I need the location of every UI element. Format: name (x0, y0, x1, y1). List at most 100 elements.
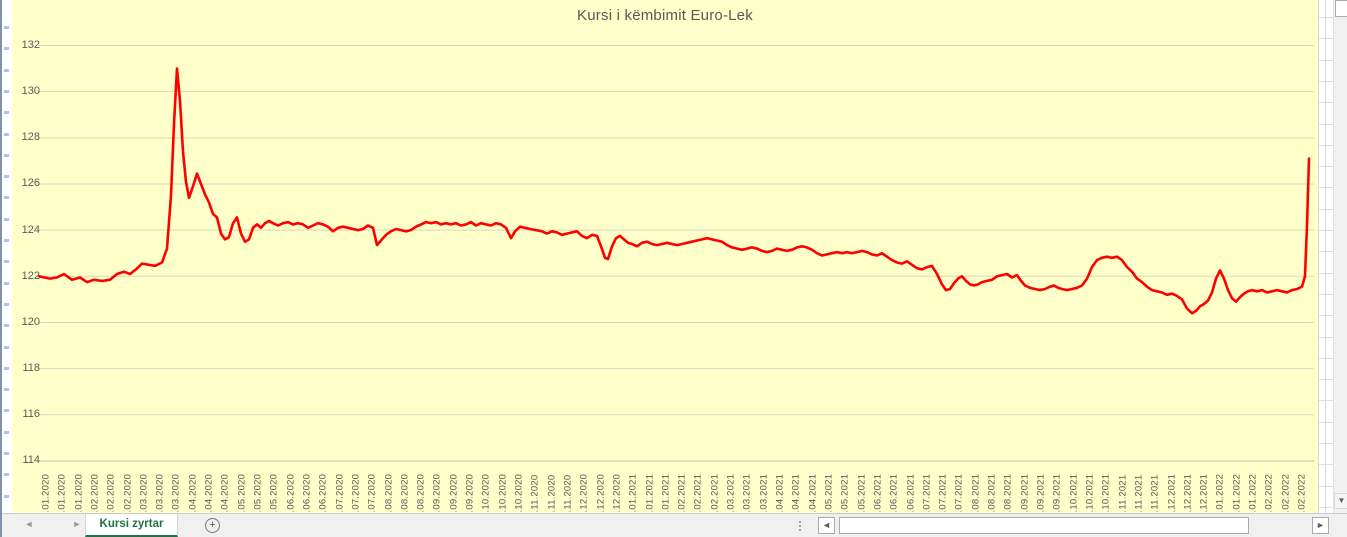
x-axis-tick-label: .10.2020 (497, 473, 509, 512)
worksheet-row-gridline (1319, 379, 1333, 381)
x-axis-tick-label: .08.2021 (986, 473, 998, 512)
vertical-scrollbar-thumb[interactable] (1335, 0, 1347, 17)
add-sheet-button[interactable]: + (205, 518, 220, 533)
x-axis-tick-label: .01.2022 (1231, 473, 1243, 512)
worksheet-row-gridline (1319, 59, 1333, 61)
vertical-scrollbar[interactable]: ▼ (1333, 0, 1347, 513)
row-number-fragment (4, 345, 9, 349)
x-axis-tick-label: .05.2020 (268, 473, 280, 512)
scroll-right-button[interactable]: ► (1312, 517, 1329, 534)
worksheet-row-gridline (1319, 293, 1333, 295)
row-number-fragment (4, 409, 9, 413)
x-axis-tick-label: .10.2021 (1084, 473, 1096, 512)
y-axis-tick-label: 128 (21, 131, 40, 144)
chart-area[interactable]: Kursi i këmbimit Euro-Lek 114 116 118 120 12… (12, 0, 1319, 513)
worksheet-row-gridline (1319, 123, 1333, 125)
row-header-strip (2, 0, 12, 512)
x-axis-tick-label: .02.2020 (89, 473, 101, 512)
x-axis-tick-label: .01.2022 (1247, 473, 1259, 512)
worksheet-row-gridline (1319, 272, 1333, 274)
x-axis-tick-label: .11.2020 (546, 474, 558, 512)
y-axis-tick-label: 132 (21, 39, 40, 51)
x-axis-tick-label: .12.2021 (1182, 473, 1194, 512)
row-number-fragment (4, 324, 9, 328)
scroll-left-button[interactable]: ◄ (818, 517, 835, 534)
chevron-left-icon: ◄ (822, 520, 831, 530)
worksheet-row-gridline (1319, 166, 1333, 168)
worksheet-row-gridline (1319, 485, 1333, 487)
x-axis-tick-label: .09.2021 (1035, 473, 1047, 512)
y-axis-tick-label: 130 (21, 85, 40, 98)
x-axis-tick-label: .11.2021 (1117, 474, 1129, 512)
x-axis-tick-label: .08.2020 (383, 473, 395, 512)
y-axis-tick-label: 114 (22, 454, 40, 467)
x-axis-tick-label: .12.2021 (1198, 473, 1210, 512)
row-number-fragment (4, 388, 9, 392)
row-number-fragment (4, 132, 9, 136)
x-axis-tick-label: .12.2020 (578, 473, 590, 512)
chevron-right-icon: ► (1316, 520, 1325, 530)
x-axis-tick-label: .09.2021 (1051, 473, 1063, 512)
scroll-down-button[interactable]: ▼ (1334, 493, 1347, 509)
x-axis-tick-label: .03.2021 (741, 473, 753, 512)
row-number-fragment (4, 430, 9, 434)
row-number-fragment (4, 217, 9, 221)
x-axis-tick-label: .08.2020 (399, 473, 411, 512)
row-number-fragment (4, 26, 9, 29)
x-axis-tick-label: .11.2020 (562, 474, 574, 512)
x-axis-tick-label: .11.2020 (529, 474, 541, 512)
y-axis-tick-label: 120 (21, 315, 40, 328)
x-axis-tick-label: .03.2021 (725, 473, 737, 512)
chevron-down-icon: ▼ (1337, 496, 1346, 505)
x-axis-tick-label: .04.2021 (774, 473, 786, 512)
x-axis-tick-label: .08.2020 (415, 473, 427, 512)
plot-background (12, 0, 1318, 513)
x-axis-tick-label: .07.2020 (334, 473, 346, 512)
x-axis-tick-label: .12.2020 (595, 473, 607, 512)
x-axis-tick-label: .06.2020 (317, 473, 329, 512)
x-axis-tick-label: .05.2021 (856, 473, 868, 512)
x-axis-tick-label: .07.2021 (921, 473, 933, 512)
worksheet-row-gridline (1319, 251, 1333, 253)
horizontal-scrollbar-thumb[interactable] (839, 517, 1249, 534)
y-axis-tick-label: 116 (22, 408, 40, 421)
worksheet-row-gridline (1319, 102, 1333, 104)
x-axis-tick-label: .05.2021 (823, 473, 835, 512)
tab-scroll-right-button[interactable]: ► (70, 519, 84, 529)
worksheet-column-gridline (1325, 0, 1326, 513)
x-axis-tick-label: .08.2021 (1002, 473, 1014, 512)
sheet-tab-label: Kursi zyrtar (99, 518, 164, 530)
x-axis-tick-label: .12.2020 (611, 473, 623, 512)
row-number-fragment (4, 175, 9, 179)
x-axis-tick-label: .06.2021 (905, 473, 917, 512)
x-axis-tick-label: .10.2021 (1068, 473, 1080, 512)
x-axis-tick-label: .01.2020 (73, 473, 85, 512)
sheet-tab-kursi-zyrtar[interactable]: Kursi zyrtar (85, 514, 178, 537)
x-axis-tick-label: .06.2021 (872, 473, 884, 512)
x-axis-tick-label: .04.2020 (187, 473, 199, 512)
x-axis-tick-label: .05.2020 (252, 473, 264, 512)
x-axis-tick-label: .07.2020 (366, 473, 378, 512)
x-axis-tick-label: .04.2020 (203, 473, 215, 512)
tab-area-resize-handle[interactable] (798, 519, 802, 533)
row-number-fragment (4, 111, 9, 115)
row-number-fragment (4, 68, 9, 72)
chart-title: Kursi i këmbimit Euro-Lek (577, 7, 753, 24)
tab-scroll-left-button[interactable]: ◄ (22, 519, 36, 529)
y-axis-tick-label: 126 (21, 177, 40, 190)
x-axis-tick-label: .01.2020 (56, 473, 68, 512)
x-axis-tick-label: .04.2021 (790, 473, 802, 512)
row-number-fragment (4, 196, 9, 200)
worksheet-row-gridline (1319, 208, 1333, 210)
row-number-fragment (4, 366, 9, 370)
x-axis-tick-label: .11.2021 (1149, 474, 1161, 512)
x-axis-tick-label: .02.2020 (105, 473, 117, 512)
series-line-euro-lek (37, 67, 1311, 315)
x-axis-tick-label: .02.2022 (1296, 473, 1308, 512)
x-axis-tick-label: .03.2021 (758, 473, 770, 512)
x-axis-tick-label: .12.2021 (1166, 473, 1178, 512)
worksheet-row-gridline (1319, 357, 1333, 359)
x-axis-tick-label: .10.2020 (513, 473, 525, 512)
row-number-fragment (4, 153, 9, 157)
